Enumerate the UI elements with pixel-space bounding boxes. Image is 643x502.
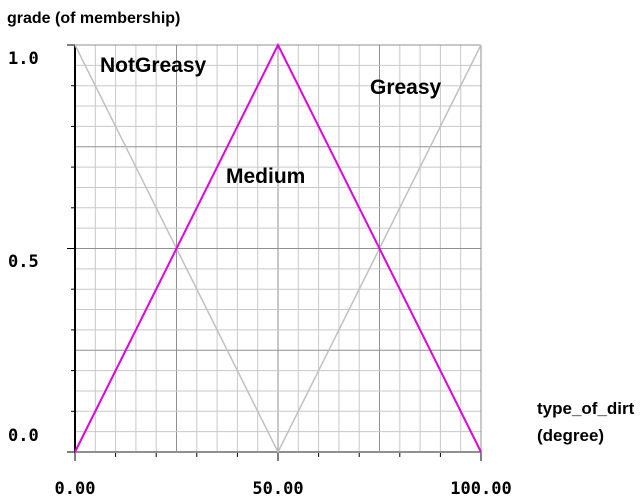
y-tick-label-05: 0.5 xyxy=(8,252,39,272)
x-tick-label-100: 100.00 xyxy=(450,479,511,499)
x-tick-label-0: 0.00 xyxy=(55,479,96,499)
grid xyxy=(75,45,481,452)
y-tick-label-0: 0.0 xyxy=(8,426,39,446)
annotation-notgreasy: NotGreasy xyxy=(100,54,207,77)
annotation-medium: Medium xyxy=(226,165,305,188)
x-tick-label-50: 50.00 xyxy=(252,479,303,499)
x-axis-title: type_of_dirt xyxy=(537,399,635,418)
series-line-greasy xyxy=(75,44,482,453)
series-line-medium xyxy=(74,42,482,453)
x-axis-unit: (degree) xyxy=(537,426,604,445)
y-tick-label-1: 1.0 xyxy=(8,49,39,69)
series-lines xyxy=(74,42,482,453)
annotation-greasy: Greasy xyxy=(370,76,442,99)
y-axis-title: grade (of membership) xyxy=(7,10,180,27)
